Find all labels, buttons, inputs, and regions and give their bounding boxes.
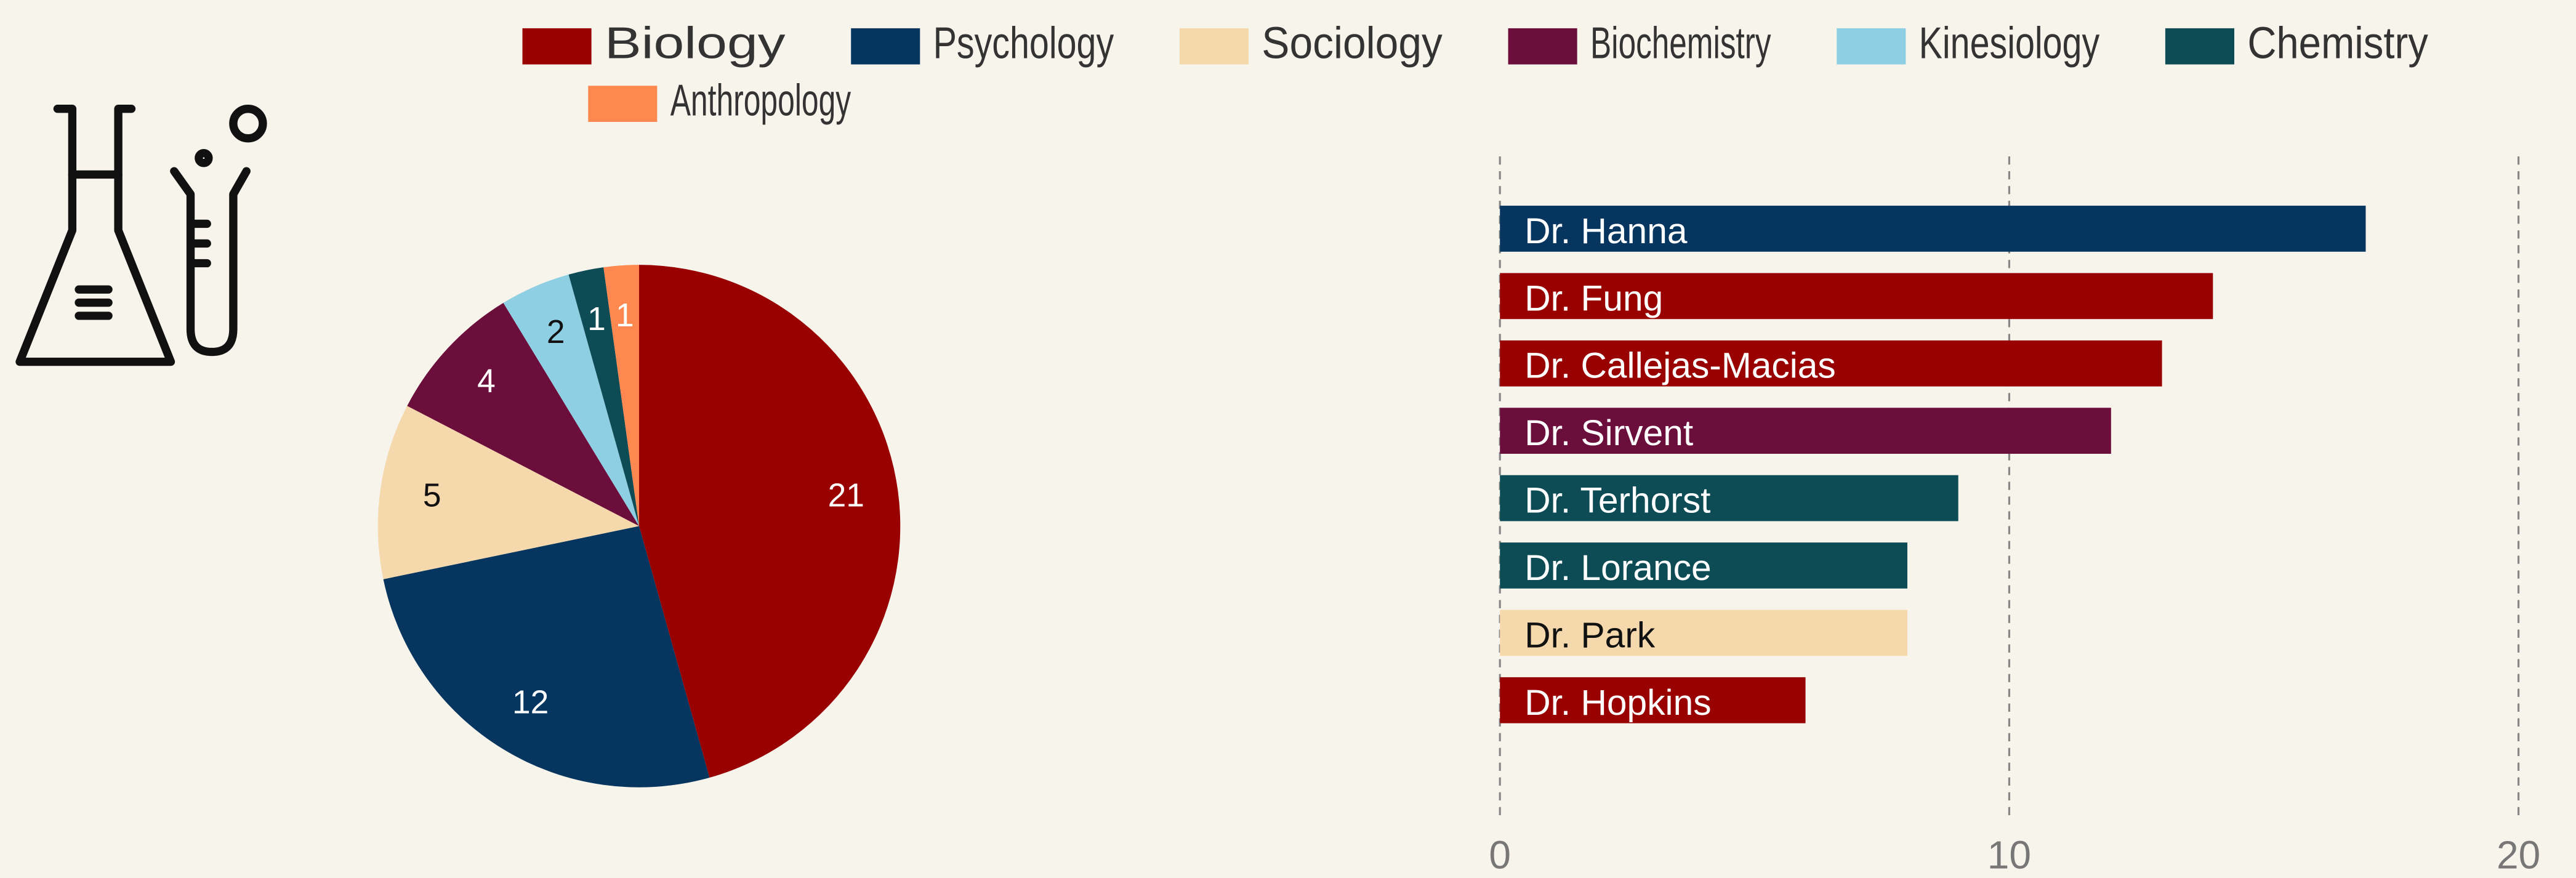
pie-slice: [638, 265, 901, 778]
legend-label: Anthropology: [670, 76, 851, 126]
bar: [1500, 206, 2366, 252]
bar: [1500, 677, 1806, 723]
bar-label: Dr. Lorance: [1524, 548, 1711, 588]
x-tick-label: 10: [1987, 832, 2031, 877]
pie-slice: [568, 267, 639, 526]
legend-label: Chemistry: [2247, 18, 2428, 68]
legend-swatch: [1508, 28, 1577, 65]
legend-swatch: [588, 86, 658, 123]
pie-slice: [377, 406, 639, 579]
slice-label: 12: [512, 685, 549, 721]
bar-label: Dr. Fung: [1524, 278, 1663, 318]
slice-label: 1: [616, 297, 634, 334]
legend-swatch: [1837, 28, 1906, 65]
slice-label: 4: [477, 363, 496, 400]
legend-label: Biology: [605, 18, 786, 68]
slice-label: 1: [587, 301, 606, 337]
bar-label: Dr. Terhorst: [1524, 481, 1710, 521]
bar: [1500, 273, 2213, 320]
bar-label: Dr. Park: [1524, 615, 1656, 655]
legend-swatch: [522, 28, 592, 65]
x-tick-label: 20: [2497, 832, 2540, 877]
bar: [1500, 408, 2111, 454]
pie-slice: [603, 265, 639, 526]
legend-label: Psychology: [933, 18, 1114, 68]
bar-label: Dr. Hopkins: [1524, 683, 1711, 723]
legend-swatch: [851, 28, 920, 65]
bar: [1500, 340, 2162, 387]
pie-slice: [503, 274, 639, 526]
bar: [1500, 475, 1958, 522]
legend-swatch: [1179, 28, 1249, 65]
slice-label: 5: [423, 477, 441, 514]
bar-chart: 0 10 20 Dr. Hanna Dr. Fung Dr. Callejas-Macia…: [1489, 156, 2540, 877]
bar-label: Dr. Sirvent: [1524, 413, 1693, 453]
bar: [1500, 610, 1907, 656]
lab-icon: [15, 104, 267, 366]
legend-label: Biochemistry: [1590, 18, 1771, 68]
pie-slice: [383, 526, 710, 787]
legend-label: Sociology: [1262, 18, 1443, 68]
bar-label: Dr. Hanna: [1524, 211, 1688, 251]
bar-label: Dr. Callejas-Macias: [1524, 346, 1836, 386]
legend-label: Kinesiology: [1919, 18, 2100, 68]
legend-swatch: [2165, 28, 2234, 65]
slice-label: 21: [828, 477, 864, 514]
pie-slice: [407, 302, 639, 526]
x-tick-label: 0: [1489, 832, 1511, 877]
bar: [1500, 542, 1907, 589]
slice-label: 2: [547, 314, 565, 350]
